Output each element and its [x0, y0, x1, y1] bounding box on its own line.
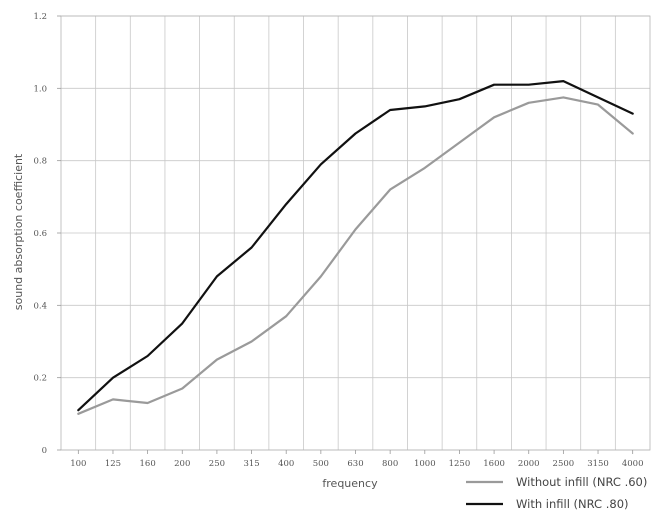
x-tick-label: 630	[347, 459, 363, 469]
x-tick-label: 100	[70, 459, 86, 469]
x-tick-labels: 100 125 160 200 250 315 400 500 630 800 1000 1250 16…	[70, 450, 643, 469]
series-line-without-infill	[77, 96, 634, 415]
legend-label: Without infill (NRC .60)	[516, 475, 647, 489]
y-tick-label: 0	[42, 446, 47, 456]
x-tick-label: 1250	[449, 459, 471, 469]
series-lines	[77, 79, 634, 415]
x-tick-label: 200	[174, 459, 190, 469]
x-tick-label: 315	[243, 459, 259, 469]
x-tick-label: 2500	[553, 459, 575, 469]
legend: Without infill (NRC .60) With infill (NRC…	[466, 475, 647, 511]
x-tick-label: 160	[140, 459, 156, 469]
x-tick-label: 250	[209, 459, 225, 469]
y-tick-label: 0.4	[33, 301, 47, 311]
grid	[60, 15, 651, 451]
y-tick-label: 0.2	[33, 374, 47, 384]
x-tick-label: 800	[382, 459, 398, 469]
y-axis-label: sound absorption coefficient	[12, 153, 25, 310]
x-tick-label: 500	[313, 459, 329, 469]
x-tick-label: 2000	[518, 459, 540, 469]
legend-label: With infill (NRC .80)	[516, 497, 629, 511]
x-tick-label: 4000	[622, 459, 644, 469]
x-tick-label: 1600	[483, 459, 505, 469]
y-tick-label: 0.8	[33, 157, 47, 167]
y-tick-label: 1.2	[33, 12, 47, 22]
y-tick-label: 0.6	[33, 229, 47, 239]
x-tick-label: 3150	[587, 459, 609, 469]
x-tick-label: 1000	[414, 459, 436, 469]
x-tick-label: 125	[105, 459, 121, 469]
y-tick-labels: 0 0.2 0.4 0.6 0.8 1.0 1.2	[33, 12, 61, 456]
x-tick-label: 400	[278, 459, 294, 469]
y-tick-label: 1.0	[33, 84, 47, 94]
x-axis-label: frequency	[322, 477, 378, 490]
series-line-with-infill	[77, 79, 634, 412]
